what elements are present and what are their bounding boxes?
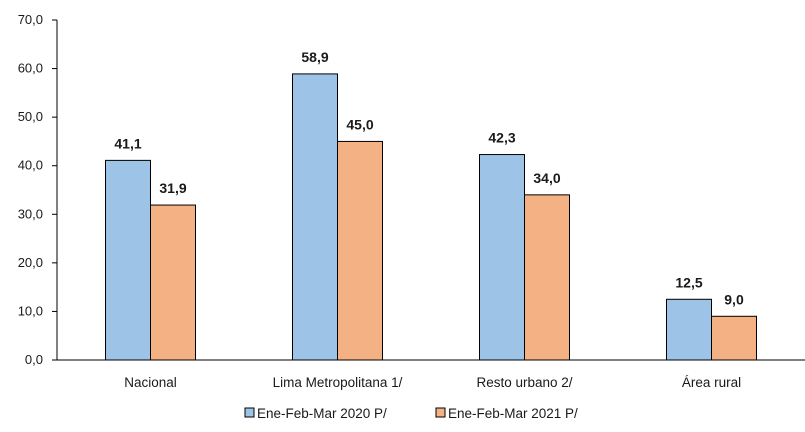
data-label: 58,9 [301, 49, 328, 65]
bar-2021 [524, 194, 570, 361]
x-axis: Nacional Lima Metropolitana 1/Resto urban… [57, 359, 805, 390]
data-label: 41,1 [114, 135, 141, 151]
y-tick-label: 30,0 [18, 206, 43, 221]
legend: Ene-Feb-Mar 2020 P/Ene-Feb-Mar 2021 P/ [244, 406, 578, 421]
legend-swatch [435, 407, 446, 418]
data-label: 31,9 [159, 180, 186, 196]
bar-2020 [292, 73, 338, 361]
bar-2021 [711, 315, 757, 361]
bar-2020 [666, 298, 712, 361]
bar-2021 [150, 204, 196, 361]
legend-label: Ene-Feb-Mar 2020 P/ [257, 406, 387, 421]
bars: 41,1 31,9 58,9 45,0 42,3 34,0 12,5 9,0 [105, 49, 757, 361]
y-tick-label: 70,0 [18, 12, 43, 27]
data-label: 34,0 [533, 170, 560, 186]
x-category-label: Área rural [682, 375, 741, 390]
data-label: 9,0 [724, 291, 744, 307]
bar-2020 [105, 159, 151, 361]
bar-2020 [479, 154, 525, 361]
y-tick-label: 20,0 [18, 255, 43, 270]
y-tick-label: 10,0 [18, 303, 43, 318]
data-label: 12,5 [675, 274, 702, 290]
legend-swatch [244, 407, 255, 418]
y-tick-label: 50,0 [18, 109, 43, 124]
y-tick-label: 40,0 [18, 158, 43, 173]
data-label: 45,0 [346, 116, 373, 132]
y-tick-label: 60,0 [18, 61, 43, 76]
x-category-label: Lima Metropolitana 1/ [273, 375, 403, 390]
y-tick-label: 0,0 [25, 352, 43, 367]
data-label: 42,3 [488, 130, 515, 146]
y-axis: 0,0 10,0 20,0 30,0 40,0 50,0 60,0 70,0 [18, 12, 58, 367]
bar-2021 [337, 140, 383, 361]
x-category-label: Resto urbano 2/ [476, 375, 572, 390]
x-category-label: Nacional [124, 375, 177, 390]
legend-label: Ene-Feb-Mar 2021 P/ [448, 406, 578, 421]
